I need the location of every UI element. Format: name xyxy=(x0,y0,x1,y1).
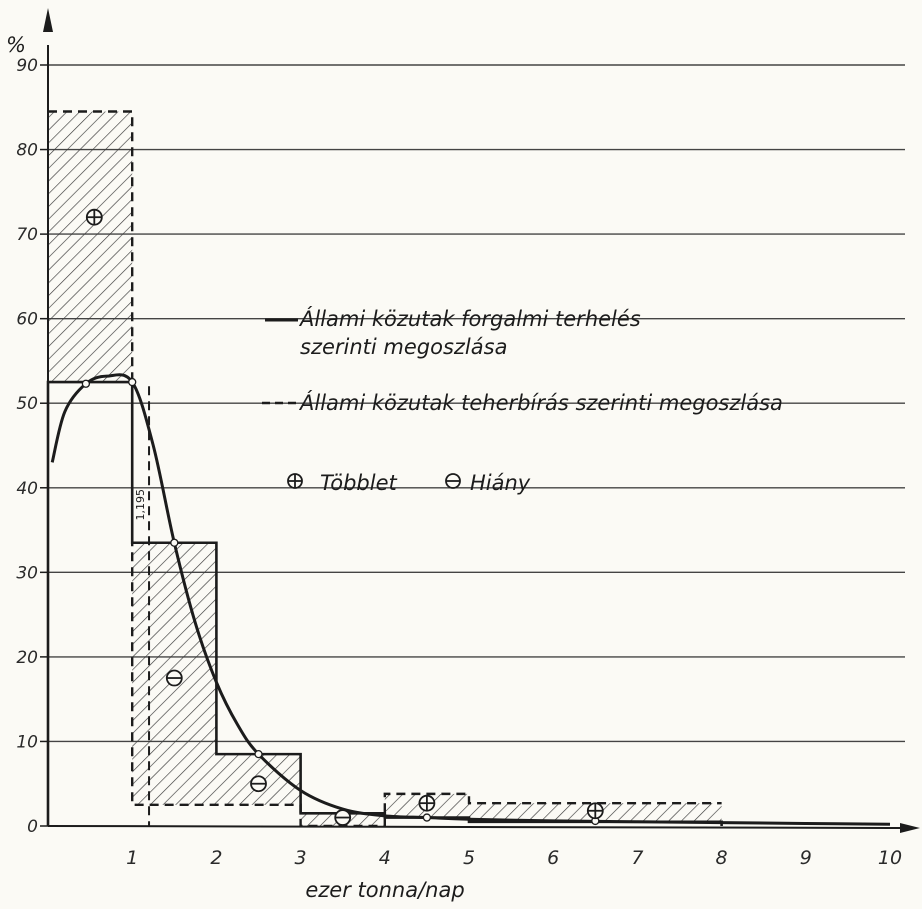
y-tick-label: 60 xyxy=(16,310,38,330)
curve-point xyxy=(254,749,263,759)
y-axis-arrow xyxy=(43,8,53,32)
x-tick-label: 4 xyxy=(379,847,391,869)
curve-point xyxy=(81,379,91,388)
surplus-marker xyxy=(85,208,103,226)
x-axis-line xyxy=(47,825,913,829)
curve-point xyxy=(128,377,137,387)
curve-point xyxy=(170,538,179,547)
legend-deficit-text: Hiány xyxy=(470,471,531,495)
deficit-marker xyxy=(334,809,352,826)
difference-bar xyxy=(48,111,133,383)
y-tick-label: 90 xyxy=(16,56,38,76)
legend: Állami közutak forgalmi terhelés szerinti… xyxy=(262,306,783,495)
legend-load-text: Állami közutak forgalmi terhelés szerinti… xyxy=(298,306,641,359)
surplus-marker xyxy=(418,794,436,812)
x-tick-label: 2 xyxy=(210,847,222,869)
y-tick-label: 80 xyxy=(16,141,38,161)
curve-layer xyxy=(50,373,891,826)
y-tick-label: 0 xyxy=(27,817,38,837)
surplus-marker xyxy=(586,802,604,820)
mean-marker-label: 1,195 xyxy=(134,489,147,521)
y-tick-label: 40 xyxy=(16,479,38,499)
y-tick-label: 50 xyxy=(16,394,38,414)
x-tick-label: 3 xyxy=(295,847,307,869)
load-curve xyxy=(50,373,891,826)
region-markers xyxy=(85,208,604,826)
legend-capacity-text: Állami közutak teherbírás szerinti megos… xyxy=(298,390,783,415)
y-unit-label: % xyxy=(6,33,26,57)
legend-surplus-icon xyxy=(287,473,303,489)
x-tick-label: 9 xyxy=(800,847,812,869)
legend-surplus-text: Többlet xyxy=(320,471,397,495)
deficit-marker xyxy=(250,775,267,793)
curve-point xyxy=(422,813,432,822)
x-tick-label: 1 xyxy=(126,847,138,869)
y-tick-label: 70 xyxy=(16,225,38,245)
y-tick-label: 30 xyxy=(16,563,38,583)
x-tick-label: 5 xyxy=(463,847,475,869)
y-tick-label: 20 xyxy=(16,648,38,668)
x-tick-label: 7 xyxy=(631,847,643,869)
x-tick-label: 8 xyxy=(716,847,728,869)
deficit-marker xyxy=(165,669,183,687)
legend-deficit-icon xyxy=(445,473,461,489)
tick-labels: 0 10 20 30 40 50 60 70 80 90 1 2 3 4 5 6 7 8 9 10 xyxy=(16,56,902,869)
x-tick-label: 6 xyxy=(547,847,559,869)
x-tick-label: 10 xyxy=(878,847,902,869)
x-axis-arrow xyxy=(900,823,920,833)
y-tick-label: 10 xyxy=(16,732,38,752)
x-axis-label: ezer tonna/nap xyxy=(305,878,464,902)
bars: 1,195 xyxy=(46,110,723,828)
axes: % ezer tonna/nap xyxy=(6,8,920,902)
